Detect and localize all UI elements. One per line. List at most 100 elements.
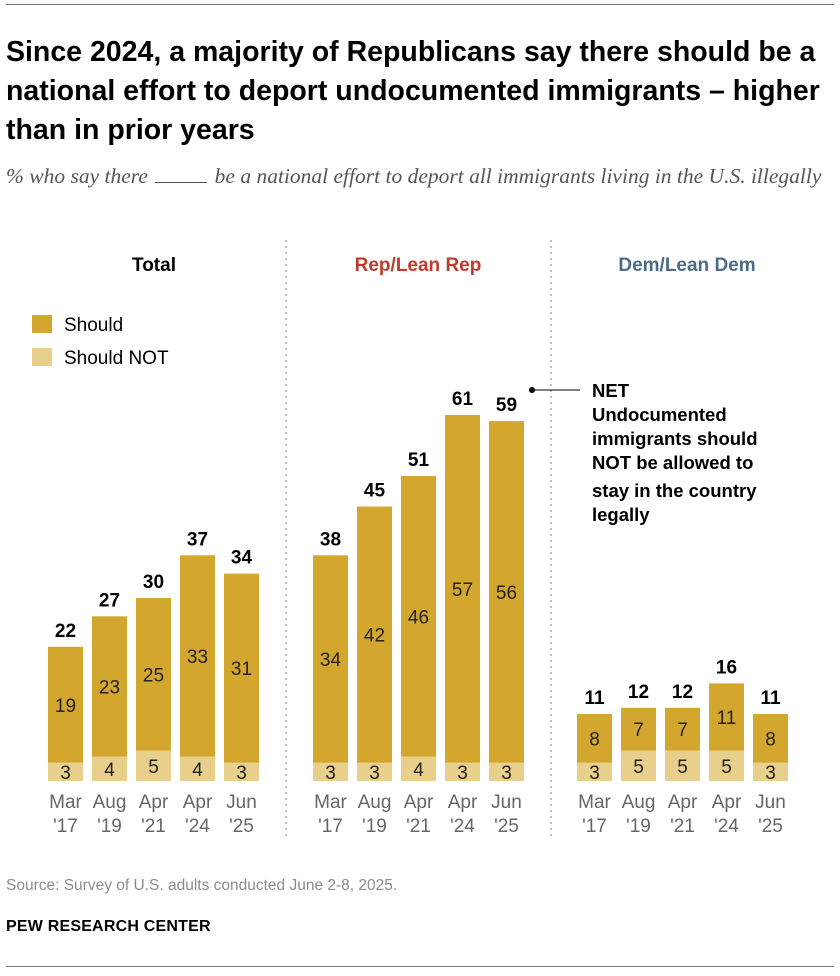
label-should-not: 3 — [60, 763, 71, 784]
bar-should — [445, 415, 480, 763]
bar-should — [489, 421, 524, 763]
label-net: 12 — [672, 682, 693, 703]
x-tick-year: '24 — [185, 816, 210, 837]
label-should-not: 4 — [192, 760, 203, 781]
subtitle-blank — [155, 165, 208, 183]
label-should: 56 — [496, 583, 517, 604]
label-should-not: 5 — [633, 757, 644, 778]
panel-heading-1: Rep/Lean Rep — [355, 255, 482, 276]
label-should: 8 — [589, 729, 600, 750]
x-tick-year: '21 — [406, 816, 431, 837]
legend-swatch-should — [32, 315, 52, 333]
bar-should — [665, 707, 700, 751]
label-should: 7 — [677, 720, 688, 741]
bar-should-not — [621, 750, 656, 781]
x-tick-month: Aug — [93, 792, 127, 813]
label-should-not: 3 — [369, 763, 380, 784]
label-should: 7 — [633, 720, 644, 741]
x-tick-year: '19 — [362, 816, 387, 837]
label-should: 34 — [320, 650, 342, 671]
x-tick-year: '19 — [97, 816, 122, 837]
label-should-not: 5 — [677, 757, 688, 778]
bar-should-not — [357, 762, 392, 781]
bar-should-not — [136, 750, 171, 781]
label-net: 34 — [231, 548, 253, 569]
bar-should-not — [753, 762, 788, 781]
annotation-line-3: NOT be allowed to — [592, 452, 753, 473]
label-should-not: 3 — [765, 763, 776, 784]
top-rule — [6, 4, 834, 5]
label-net: 30 — [143, 572, 164, 593]
bar-should — [224, 573, 259, 763]
x-tick-month: Aug — [622, 792, 656, 813]
x-tick-month: Mar — [314, 792, 347, 813]
x-tick-year: '21 — [670, 816, 695, 837]
bar-should-not — [709, 750, 744, 781]
label-net: 16 — [716, 657, 737, 678]
bar-should-not — [224, 762, 259, 781]
label-net: 12 — [628, 682, 649, 703]
label-should-not: 4 — [413, 760, 424, 781]
label-should-not: 3 — [236, 763, 247, 784]
label-net: 22 — [55, 621, 76, 642]
label-should: 57 — [452, 580, 473, 601]
x-tick-month: Apr — [139, 792, 169, 813]
bar-should-not — [48, 762, 83, 781]
x-tick-month: Apr — [712, 792, 742, 813]
label-should-not: 3 — [457, 763, 468, 784]
label-should: 31 — [231, 659, 252, 680]
label-should: 23 — [99, 677, 120, 698]
annotation-line-1: Undocumented — [592, 404, 727, 425]
bar-should-not — [180, 756, 215, 781]
x-tick-year: '25 — [494, 816, 519, 837]
brand-logo-text: PEW RESEARCH CENTER — [6, 918, 211, 935]
annotation-line-4: stay in the country — [592, 480, 757, 501]
bar-should — [48, 646, 83, 763]
subtitle-after: be a national effort to deport all immig… — [214, 164, 822, 188]
label-net: 61 — [452, 389, 474, 410]
label-net: 38 — [320, 529, 341, 550]
x-tick-month: Jun — [755, 792, 786, 813]
bar-should — [753, 713, 788, 763]
x-tick-month: Apr — [448, 792, 478, 813]
annotation-line-2: immigrants should — [592, 428, 758, 449]
label-should: 19 — [55, 696, 76, 717]
x-tick-month: Jun — [491, 792, 522, 813]
bar-should-not — [401, 756, 436, 781]
label-should: 25 — [143, 665, 164, 686]
label-should: 8 — [765, 729, 776, 750]
label-net: 51 — [408, 450, 430, 471]
bar-should-not — [665, 750, 700, 781]
label-net: 59 — [496, 395, 517, 416]
label-net: 11 — [760, 688, 781, 709]
x-tick-month: Aug — [358, 792, 392, 813]
x-tick-month: Apr — [183, 792, 213, 813]
panel-heading-0: Total — [132, 255, 176, 276]
x-tick-month: Mar — [49, 792, 82, 813]
label-should: 46 — [408, 607, 429, 628]
bar-should — [401, 476, 436, 757]
bar-should — [136, 598, 171, 751]
bottom-rule — [6, 966, 834, 967]
annotation-title: NET — [592, 380, 630, 401]
annotation-line-5: legally — [592, 504, 650, 525]
x-tick-month: Jun — [226, 792, 257, 813]
x-tick-month: Mar — [578, 792, 611, 813]
x-tick-month: Apr — [404, 792, 434, 813]
bar-should — [313, 555, 348, 763]
bar-should — [577, 713, 612, 763]
label-should-not: 3 — [325, 763, 336, 784]
label-should-not: 3 — [501, 763, 512, 784]
legend-label-should: Should — [64, 315, 123, 336]
x-tick-year: '25 — [229, 816, 254, 837]
bar-should-not — [577, 762, 612, 781]
x-tick-year: '21 — [141, 816, 166, 837]
x-tick-year: '17 — [582, 816, 607, 837]
bar-should — [357, 506, 392, 763]
x-tick-year: '17 — [53, 816, 78, 837]
bar-should — [92, 616, 127, 757]
x-tick-year: '24 — [714, 816, 739, 837]
label-net: 27 — [99, 590, 120, 611]
label-should-not: 5 — [148, 757, 159, 778]
bar-should-not — [445, 762, 480, 781]
